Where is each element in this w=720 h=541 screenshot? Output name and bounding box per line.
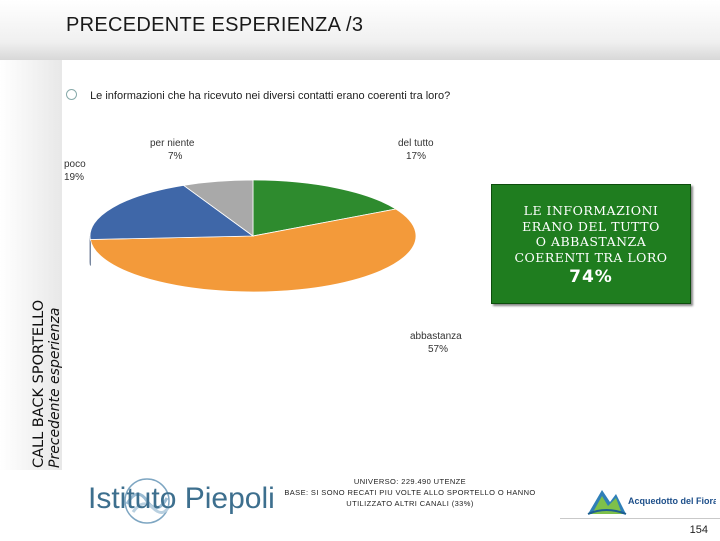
sidebar-main-label: CALL BACK SPORTELLO xyxy=(31,300,47,468)
footer-base-1: BASE: SI SONO RECATI PIU VOLTE ALLO SPOR… xyxy=(260,487,560,498)
pie-tops xyxy=(90,180,416,292)
bullet-icon xyxy=(66,89,77,100)
summary-value: 74% xyxy=(492,267,690,287)
slice-value-poco: 19% xyxy=(64,172,84,183)
page-title: PRECEDENTE ESPERIENZA /3 xyxy=(66,14,363,37)
summary-box: LE INFORMAZIONI ERANO DEL TUTTO O ABBAST… xyxy=(491,184,691,304)
sidebar-text: CALL BACK SPORTELLO Precedente esperienz… xyxy=(31,300,63,468)
slice-name-del-tutto: del tutto xyxy=(398,138,434,149)
summary-line-1: LE INFORMAZIONI xyxy=(492,203,690,219)
title-bar: PRECEDENTE ESPERIENZA /3 xyxy=(0,0,720,60)
summary-line-4: COERENTI TRA LORO xyxy=(492,250,690,266)
slice-label-poco: poco 19% xyxy=(64,159,86,183)
acquedotto-logo-icon: Acquedotto del Fiora xyxy=(586,484,716,518)
slice-name-poco: poco xyxy=(64,159,86,170)
slice-value-per-niente: 7% xyxy=(168,151,183,162)
acquedotto-logo-text: Acquedotto del Fiora xyxy=(628,496,716,506)
slice-label-del-tutto: del tutto 17% xyxy=(398,138,434,162)
summary-line-2: ERANO DEL TUTTO xyxy=(492,219,690,235)
slice-label-per-niente: per niente 7% xyxy=(150,138,195,162)
slice-name-per-niente: per niente xyxy=(150,138,195,149)
slice-value-del-tutto: 17% xyxy=(406,151,426,162)
slice-name-abbastanza: abbastanza xyxy=(410,331,462,342)
summary-text: LE INFORMAZIONI ERANO DEL TUTTO O ABBAST… xyxy=(492,203,690,265)
summary-line-3: O ABBASTANZA xyxy=(492,234,690,250)
question-text: Le informazioni che ha ricevuto nei dive… xyxy=(90,90,450,102)
pie-chart: per niente 7% del tutto 17% poco 19% abb… xyxy=(60,128,490,363)
slice-value-abbastanza: 57% xyxy=(428,344,448,355)
slice-label-abbastanza: abbastanza 57% xyxy=(410,331,462,355)
footer-base-2: UTILIZZATO ALTRI CANALI (33%) xyxy=(260,498,560,509)
piepoli-logo-text: Istituto Piepoli xyxy=(88,482,275,516)
question: Le informazioni che ha ricevuto nei dive… xyxy=(66,89,450,102)
footer-universe: UNIVERSO: 229.490 UTENZE xyxy=(260,476,560,487)
footer-note: UNIVERSO: 229.490 UTENZE BASE: SI SONO R… xyxy=(260,476,560,509)
page-number: 154 xyxy=(690,524,708,536)
